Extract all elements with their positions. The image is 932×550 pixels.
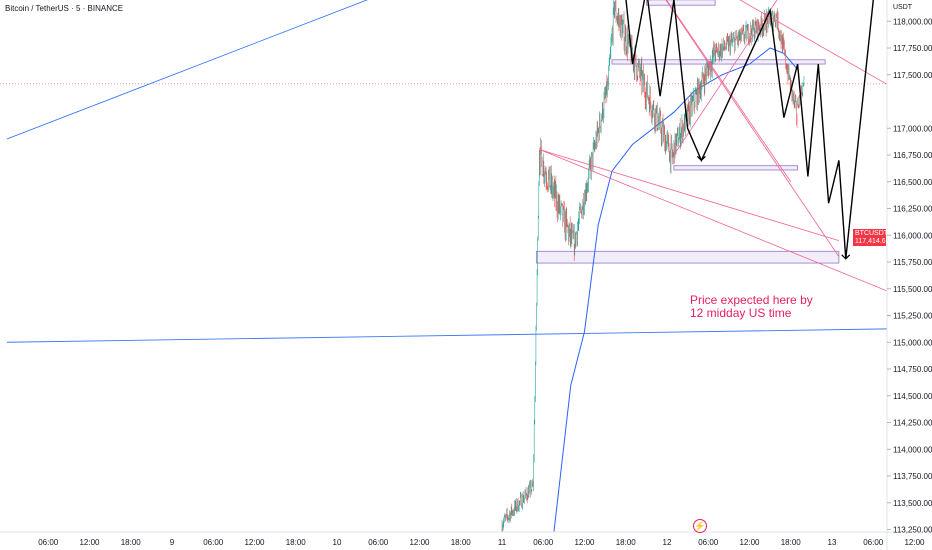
x-tick-label: 06:00 (698, 538, 719, 547)
price-badge-symbol: BTCUSDT (855, 230, 889, 237)
current-price-badge: BTCUSDT 117,414.67 02:13 (853, 229, 890, 253)
currency-label: USDT (893, 4, 913, 11)
x-tick-label: 11 (498, 538, 507, 547)
x-tick-label: 12:00 (904, 538, 925, 547)
y-tick-label: 115,000.00 (893, 338, 932, 347)
moving-average-line (553, 47, 798, 532)
y-tick-label: 114,250.00 (893, 419, 932, 428)
pink-line-3[interactable] (619, 0, 908, 96)
price-zone-1[interactable] (645, 0, 716, 6)
x-tick-label: 10 (333, 538, 342, 547)
x-tick-label: 18:00 (121, 538, 142, 547)
annotation-line-1: Price expected here by (690, 293, 813, 307)
y-tick-label: 115,500.00 (893, 285, 932, 294)
x-tick-label: 18:00 (616, 538, 637, 547)
trend-line-2[interactable] (6, 328, 921, 343)
y-tick-label: 113,750.00 (893, 472, 932, 481)
y-tick-label: 114,750.00 (893, 365, 932, 374)
y-tick-label: 117,500.00 (893, 71, 932, 80)
x-tick-label: 06:00 (38, 538, 59, 547)
pink-line-8[interactable] (539, 149, 887, 292)
price-zone-2[interactable] (611, 59, 826, 65)
y-tick-label: 116,250.00 (893, 205, 932, 214)
trend-line-1[interactable] (6, 0, 921, 140)
price-zone-4[interactable] (535, 250, 840, 264)
arrow-tip-target (841, 254, 851, 260)
x-tick-label: 13 (828, 538, 837, 547)
y-tick-label: 113,500.00 (893, 499, 932, 508)
x-tick-label: 18:00 (451, 538, 472, 547)
x-tick-label: 06:00 (368, 538, 389, 547)
pink-line-4[interactable] (619, 0, 792, 182)
x-tick-label: 06:00 (533, 538, 554, 547)
x-tick-label: 12:00 (409, 538, 430, 547)
plot-area[interactable] (0, 0, 921, 535)
x-tick-label: 18:00 (781, 538, 802, 547)
arrow-tip-low (696, 155, 706, 162)
annotation-line-2: 12 midday US time (690, 306, 792, 320)
x-tick-label: 12:00 (244, 538, 265, 547)
chart-title: Bitcoin / TetherUS · 5 · BINANCE (5, 4, 124, 13)
price-zone-3[interactable] (673, 165, 799, 171)
price-badge-countdown: 02:13 (855, 246, 873, 253)
y-tick-label: 114,500.00 (893, 392, 932, 401)
lightning-icon[interactable]: ⚡ (693, 519, 707, 533)
y-tick-label: 113,250.00 (893, 526, 932, 535)
price-annotation[interactable]: Price expected here by 12 midday US time (690, 294, 840, 320)
y-tick-label: 117,750.00 (893, 44, 932, 53)
x-tick-label: 12:00 (739, 538, 760, 547)
y-tick-label: 116,000.00 (893, 231, 932, 240)
x-tick-label: 9 (170, 538, 175, 547)
y-tick-label: 114,000.00 (893, 445, 932, 454)
y-tick-label: 116,750.00 (893, 151, 932, 160)
y-tick-label: 115,750.00 (893, 258, 932, 267)
x-tick-label: 12 (663, 538, 672, 547)
y-tick-label: 116,500.00 (893, 178, 932, 187)
pink-line-5[interactable] (619, 0, 840, 257)
x-tick-label: 18:00 (286, 538, 307, 547)
x-tick-label: 06:00 (203, 538, 224, 547)
x-tick-label: 06:00 (863, 538, 884, 547)
projection-arrow[interactable] (619, 0, 901, 259)
x-tick-label: 12:00 (79, 538, 100, 547)
pink-line-6[interactable] (673, 0, 778, 156)
y-tick-label: 117,000.00 (893, 124, 932, 133)
pink-line-7[interactable] (539, 149, 839, 241)
y-tick-label: 115,250.00 (893, 312, 932, 321)
price-badge-price: 117,414.67 (855, 238, 890, 245)
x-tick-label: 12:00 (574, 538, 595, 547)
candles (501, 0, 805, 532)
y-tick-label: 118,000.00 (893, 17, 932, 26)
